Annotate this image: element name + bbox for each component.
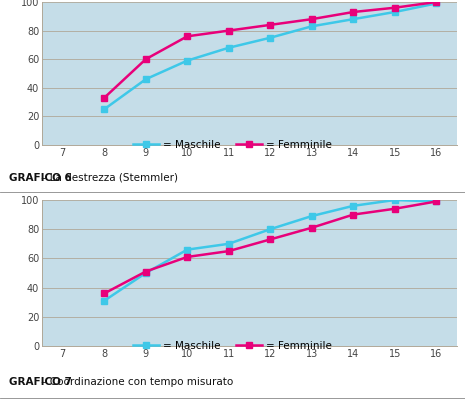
Text: GRAFICO 7: GRAFICO 7 xyxy=(9,377,72,387)
Text: GRAFICO 6: GRAFICO 6 xyxy=(9,173,72,183)
Text: – La destrezza (Stemmler): – La destrezza (Stemmler) xyxy=(38,173,178,183)
Legend: = Maschile, = Femminile: = Maschile, = Femminile xyxy=(129,136,336,154)
Legend: = Maschile, = Femminile: = Maschile, = Femminile xyxy=(129,336,336,355)
Text: – Coordinazione con tempo misurato: – Coordinazione con tempo misurato xyxy=(38,377,233,387)
